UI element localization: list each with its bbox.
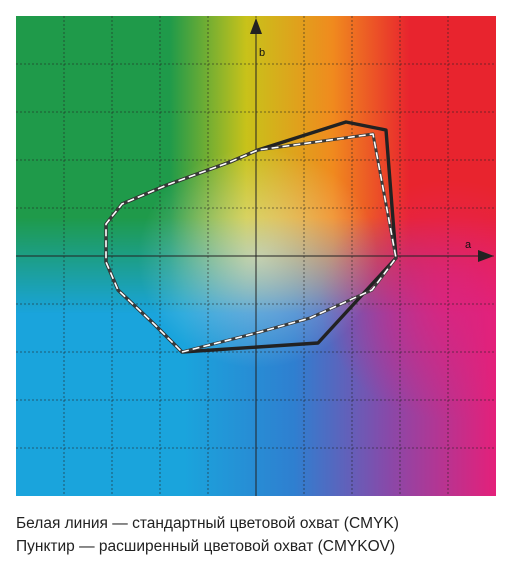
axis-a-label: a bbox=[465, 239, 472, 251]
axis-b: b bbox=[250, 18, 265, 496]
caption-line-extended: Пунктир — расширенный цветовой охват (CM… bbox=[16, 538, 396, 555]
gamut-extended-dashed bbox=[105, 133, 397, 353]
caption-line-standard: Белая линия — стандартный цветовой охват… bbox=[16, 515, 399, 532]
color-gamut-diagram: b a bbox=[16, 16, 496, 496]
axis-a: a bbox=[16, 239, 494, 262]
axis-b-label: b bbox=[259, 47, 265, 59]
